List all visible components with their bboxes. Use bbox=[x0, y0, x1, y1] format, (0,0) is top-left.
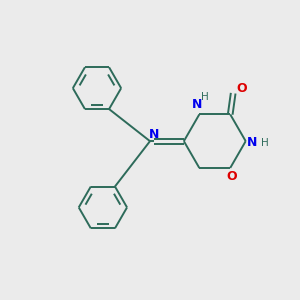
Text: N: N bbox=[247, 136, 257, 149]
Text: O: O bbox=[226, 170, 237, 183]
Text: N: N bbox=[149, 128, 160, 141]
Text: O: O bbox=[236, 82, 247, 95]
Text: N: N bbox=[192, 98, 202, 112]
Text: H: H bbox=[261, 138, 269, 148]
Text: H: H bbox=[201, 92, 208, 102]
